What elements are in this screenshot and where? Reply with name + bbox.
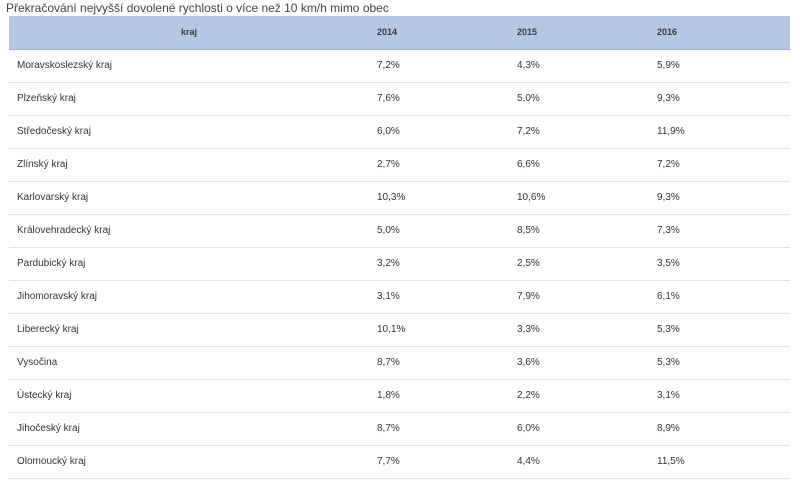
value-2016-cell: 3,5%: [657, 258, 680, 269]
value-2015-cell: 2,2%: [517, 390, 540, 401]
value-2014-cell: 7,7%: [377, 456, 400, 467]
table-row: Jihomoravský kraj 3,1% 7,9% 6,1%: [9, 280, 790, 313]
value-2016-cell: 9,3%: [657, 93, 680, 104]
value-2014-cell: 8,7%: [377, 357, 400, 368]
region-name-cell: Moravskoslezský kraj: [17, 60, 113, 71]
value-2014-cell: 3,2%: [377, 258, 400, 269]
value-2015-cell: 3,6%: [517, 357, 540, 368]
value-2015-cell: 6,0%: [517, 423, 540, 434]
value-2016-cell: 9,3%: [657, 192, 680, 203]
table-body: Moravskoslezský kraj 7,2% 4,3% 5,9% Plzeňský…: [9, 49, 790, 478]
region-name-cell: Vysočina: [17, 357, 58, 368]
value-2015-cell: 10,6%: [517, 192, 546, 203]
region-name-cell: Plzeňský kraj: [17, 93, 76, 104]
value-2016-cell: 8,9%: [657, 423, 680, 434]
table-row: Středočeský kraj 6,0% 7,2% 11,9%: [9, 115, 790, 148]
column-header-2015[interactable]: 2015: [509, 16, 649, 50]
region-name-cell: Ústecký kraj: [17, 390, 72, 401]
value-2015-cell: 6,6%: [517, 159, 540, 170]
value-2016-cell: 5,3%: [657, 357, 680, 368]
value-2015-cell: 4,3%: [517, 60, 540, 71]
value-2016-cell: 5,9%: [657, 60, 680, 71]
value-2014-cell: 1,8%: [377, 390, 400, 401]
value-2015-cell: 7,9%: [517, 291, 540, 302]
value-2014-cell: 7,6%: [377, 93, 400, 104]
region-name-cell: Pardubický kraj: [17, 258, 86, 269]
region-name-cell: Královehradecký kraj: [17, 225, 111, 236]
table-row: Moravskoslezský kraj 7,2% 4,3% 5,9%: [9, 49, 790, 82]
table-row: Liberecký kraj 10,1% 3,3% 5,3%: [9, 313, 790, 346]
table-row: Zlínský kraj 2,7% 6,6% 7,2%: [9, 148, 790, 181]
value-2014-cell: 3,1%: [377, 291, 400, 302]
value-2014-cell: 2,7%: [377, 159, 400, 170]
value-2016-cell: 11,5%: [657, 456, 685, 467]
value-2015-cell: 8,5%: [517, 225, 540, 236]
table-row: Olomoucký kraj 7,7% 4,4% 11,5%: [9, 445, 790, 478]
value-2016-cell: 3,1%: [657, 390, 680, 401]
column-header-2016[interactable]: 2016: [649, 16, 790, 50]
value-2014-cell: 10,1%: [377, 324, 406, 335]
value-2014-cell: 6,0%: [377, 126, 400, 137]
value-2016-cell: 11,9%: [657, 126, 685, 137]
table-row: Vysočina 8,7% 3,6% 5,3%: [9, 346, 790, 379]
value-2014-cell: 8,7%: [377, 423, 400, 434]
table-row: Karlovarský kraj 10,3% 10,6% 9,3%: [9, 181, 790, 214]
value-2015-cell: 3,3%: [517, 324, 540, 335]
table-row: Královehradecký kraj 5,0% 8,5% 7,3%: [9, 214, 790, 247]
column-header-kraj[interactable]: kraj: [9, 16, 369, 50]
data-table: kraj 2014 2015 2016 Moravskoslezský kraj…: [9, 16, 790, 479]
region-name-cell: Středočeský kraj: [17, 126, 91, 137]
region-name-cell: Zlínský kraj: [17, 159, 68, 170]
table-caption: Překračování nejvyšší dovolené rychlosti…: [6, 1, 389, 15]
region-name-cell: Karlovarský kraj: [17, 192, 89, 203]
table-row: Jihočeský kraj 8,7% 6,0% 8,9%: [9, 412, 790, 445]
value-2016-cell: 7,3%: [657, 225, 680, 236]
value-2016-cell: 7,2%: [657, 159, 680, 170]
region-name-cell: Jihomoravský kraj: [17, 291, 98, 302]
table-row: Plzeňský kraj 7,6% 5,0% 9,3%: [9, 82, 790, 115]
column-header-2014[interactable]: 2014: [369, 16, 509, 50]
value-2015-cell: 5,0%: [517, 93, 540, 104]
value-2015-cell: 2,5%: [517, 258, 540, 269]
value-2015-cell: 7,2%: [517, 126, 540, 137]
region-name-cell: Jihočeský kraj: [17, 423, 80, 434]
region-name-cell: Liberecký kraj: [17, 324, 79, 335]
value-2016-cell: 6,1%: [657, 291, 680, 302]
region-name-cell: Olomoucký kraj: [17, 456, 86, 467]
value-2014-cell: 7,2%: [377, 60, 400, 71]
value-2014-cell: 10,3%: [377, 192, 406, 203]
table-row: Pardubický kraj 3,2% 2,5% 3,5%: [9, 247, 790, 280]
header-row: kraj 2014 2015 2016: [9, 16, 790, 50]
value-2014-cell: 5,0%: [377, 225, 400, 236]
table-row: Ústecký kraj 1,8% 2,2% 3,1%: [9, 379, 790, 412]
value-2015-cell: 4,4%: [517, 456, 540, 467]
value-2016-cell: 5,3%: [657, 324, 680, 335]
